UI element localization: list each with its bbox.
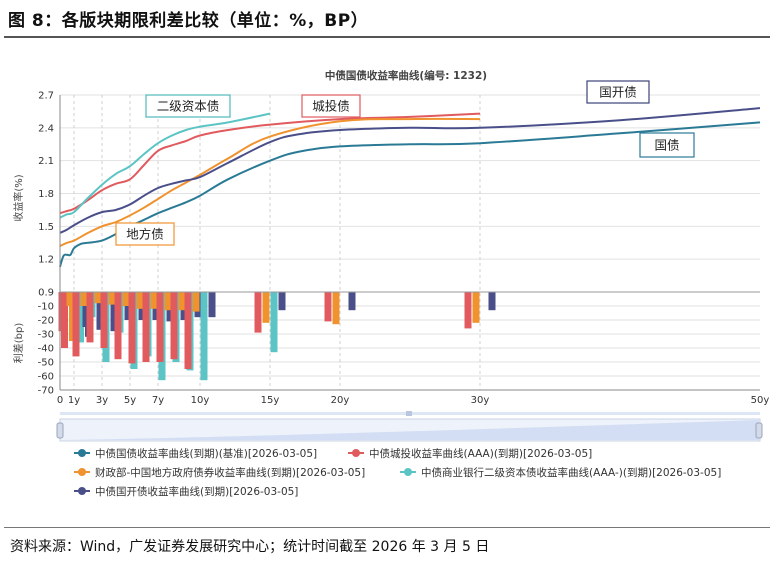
spread-bar bbox=[94, 292, 102, 304]
x-tick-label: 5y bbox=[124, 395, 136, 406]
spread-bar bbox=[254, 292, 262, 333]
spread-bar bbox=[472, 292, 480, 323]
top-y-tick-label: 2.1 bbox=[38, 156, 54, 167]
data-zoom-slider[interactable] bbox=[59, 411, 761, 442]
spread-bar bbox=[114, 292, 122, 360]
annotation-label: 国债 bbox=[654, 138, 679, 153]
spread-bar bbox=[128, 292, 136, 364]
annotation-box bbox=[301, 94, 361, 118]
spread-bar bbox=[192, 292, 200, 312]
x-tick-label: 15y bbox=[261, 395, 280, 406]
bottom-y-tick-label: -50 bbox=[38, 358, 54, 369]
top-y-tick-label: 1.5 bbox=[38, 222, 54, 233]
spread-bar bbox=[464, 292, 472, 329]
x-tick-label: 0 bbox=[57, 395, 63, 406]
zoom-handle-right[interactable] bbox=[755, 422, 763, 439]
spread-bar bbox=[136, 292, 144, 309]
annotation-box bbox=[145, 94, 231, 118]
top-y-tick-label: 1.8 bbox=[38, 189, 54, 200]
figure-title: 图 8：各版块期限利差比较（单位：%，BP） bbox=[8, 11, 369, 31]
spread-bar bbox=[110, 292, 118, 332]
bottom-y-tick-label: -30 bbox=[38, 330, 54, 341]
spread-bar bbox=[150, 292, 158, 309]
spread-bar bbox=[348, 292, 356, 311]
bottom-y-tick-label: -70 bbox=[38, 386, 54, 397]
top-y-tick-label: 1.2 bbox=[38, 255, 54, 266]
spread-bar bbox=[142, 292, 150, 362]
top-y-tick-label: 0.9 bbox=[38, 288, 54, 299]
legend-swatch-dot bbox=[404, 468, 412, 476]
annotation-label: 城投债 bbox=[312, 99, 350, 114]
legend-label: 中债国开债收益率曲线(到期)[2026-03-05] bbox=[95, 485, 298, 498]
chart-title: 中债国债收益率曲线(编号: 1232) bbox=[325, 69, 487, 82]
spread-bar bbox=[108, 292, 116, 305]
legend-label: 财政部-中国地方政府债券收益率曲线(到期)[2026-03-05] bbox=[95, 466, 365, 479]
spread-bar bbox=[80, 292, 88, 306]
bottom-y-tick-label: -10 bbox=[38, 302, 54, 313]
annotation-box bbox=[115, 222, 175, 246]
spread-bar bbox=[100, 292, 108, 348]
spread-bar bbox=[66, 292, 74, 306]
spread-bar bbox=[200, 292, 208, 381]
yield-curve-line bbox=[59, 117, 481, 247]
x-tick-label: 1y bbox=[68, 395, 80, 406]
x-tick-label: 20y bbox=[331, 395, 350, 406]
spread-bar bbox=[72, 292, 80, 357]
spread-bar bbox=[156, 292, 164, 362]
legend-label: 中债城投收益率曲线(AAA)(到期)[2026-03-05] bbox=[369, 447, 592, 460]
bottom-y-tick-label: -60 bbox=[38, 372, 54, 383]
zoom-handle-left[interactable] bbox=[56, 422, 64, 439]
spread-bar bbox=[170, 292, 178, 360]
bottom-y-tick-label: -40 bbox=[38, 344, 54, 355]
top-y-axis-label: 收益率(%) bbox=[12, 174, 25, 221]
yield-curve-line bbox=[59, 107, 761, 234]
spread-bar bbox=[58, 292, 66, 332]
spread-bar bbox=[82, 292, 90, 327]
spread-bar bbox=[278, 292, 286, 311]
spread-bar bbox=[178, 292, 186, 311]
legend-swatch-dot bbox=[352, 449, 360, 457]
legend-label: 中债商业银行二级资本债收益率曲线(AAA-)(到期)[2026-03-05] bbox=[421, 466, 721, 479]
yield-curve-line bbox=[59, 121, 761, 268]
bottom-y-axis-label: 利差(bp) bbox=[12, 323, 25, 364]
annotation-label: 国开债 bbox=[599, 85, 637, 100]
bottom-y-tick-label: -20 bbox=[38, 316, 54, 327]
spread-bar bbox=[262, 292, 270, 323]
source-rule bbox=[4, 527, 770, 528]
annotation-box bbox=[586, 80, 650, 104]
x-tick-label: 7y bbox=[152, 395, 164, 406]
spread-bar bbox=[96, 292, 104, 330]
legend-label: 中债国债收益率曲线(到期)(基准)[2026-03-05] bbox=[95, 447, 317, 460]
annotation-label: 二级资本债 bbox=[157, 99, 220, 114]
x-tick-label: 50y bbox=[751, 395, 770, 406]
top-y-tick-label: 2.7 bbox=[38, 91, 54, 102]
source-note: 资料来源：Wind，广发证券发展研究中心；统计时间截至 2026 年 3 月 5… bbox=[10, 539, 490, 555]
spread-bar bbox=[164, 292, 172, 311]
annotation-label: 地方债 bbox=[126, 227, 164, 242]
x-tick-label: 10y bbox=[191, 395, 210, 406]
spread-bar bbox=[488, 292, 496, 311]
legend-swatch-dot bbox=[78, 487, 86, 495]
spread-bar bbox=[208, 292, 216, 318]
spread-bar bbox=[184, 292, 192, 369]
title-rule bbox=[4, 36, 770, 38]
yield-curve-line bbox=[59, 112, 271, 219]
x-tick-label: 30y bbox=[471, 395, 490, 406]
spread-bar bbox=[122, 292, 130, 306]
legend-swatch-dot bbox=[78, 468, 86, 476]
annotation-box bbox=[639, 132, 695, 158]
legend-swatch-dot bbox=[78, 449, 86, 457]
top-y-tick-label: 2.4 bbox=[38, 123, 54, 134]
spread-bar bbox=[270, 292, 278, 353]
spread-bar bbox=[332, 292, 340, 325]
spread-bar bbox=[86, 292, 94, 343]
x-tick-label: 3y bbox=[96, 395, 108, 406]
spread-bar bbox=[324, 292, 332, 322]
